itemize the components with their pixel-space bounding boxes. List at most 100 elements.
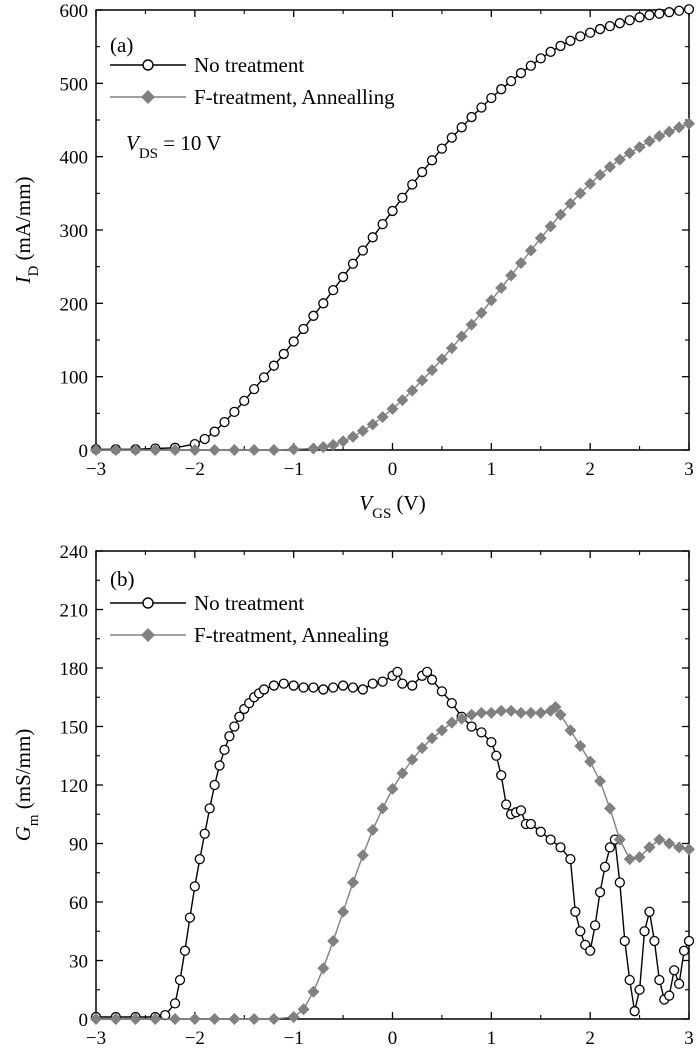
data-point <box>575 31 586 42</box>
legend-label: F-treatment, Annealing <box>194 623 389 647</box>
data-point <box>267 1013 280 1025</box>
data-point <box>455 330 468 343</box>
y-tick-label: 400 <box>60 148 89 169</box>
data-point <box>683 4 695 15</box>
y-tick-label: 210 <box>60 601 89 622</box>
data-point <box>248 1013 261 1025</box>
legend-marker <box>141 90 155 104</box>
data-point <box>585 945 596 956</box>
y-tick-label: 90 <box>69 835 88 856</box>
data-point <box>208 444 221 456</box>
y-tick-label: 0 <box>79 1010 89 1031</box>
data-point <box>386 782 399 795</box>
data-point <box>466 111 477 123</box>
panel-label: (a) <box>110 33 133 57</box>
data-point <box>624 974 635 986</box>
data-point <box>564 724 577 737</box>
data-point <box>654 8 665 19</box>
data-point <box>129 1013 142 1025</box>
x-tick-label: 3 <box>684 1028 694 1049</box>
data-point <box>174 974 186 986</box>
data-point <box>298 682 309 693</box>
data-point <box>219 744 230 756</box>
data-point <box>653 130 666 143</box>
data-point <box>318 684 329 695</box>
data-point <box>392 666 403 678</box>
legend-entry-0: No treatment <box>110 591 304 615</box>
legend-label: No treatment <box>194 591 304 615</box>
data-point <box>179 945 191 956</box>
annotation-rest: = 10 V <box>158 131 221 155</box>
y-tick-label: 0 <box>79 441 89 462</box>
y-axis-title-unit: (mS/mm) <box>11 729 35 815</box>
data-point <box>496 770 507 781</box>
data-point <box>406 384 419 397</box>
data-point <box>476 727 487 738</box>
data-point <box>629 1006 640 1017</box>
x-tick-label: −3 <box>86 459 106 480</box>
data-point <box>574 187 587 200</box>
data-point <box>416 374 429 387</box>
data-point <box>307 985 320 998</box>
y-axis-title-main: I <box>11 276 35 285</box>
data-point <box>376 802 389 815</box>
data-point <box>268 680 280 691</box>
data-point <box>387 205 398 217</box>
data-point <box>663 837 676 850</box>
data-point <box>248 444 261 456</box>
data-point <box>267 444 280 456</box>
data-point <box>623 853 636 866</box>
data-point <box>258 372 270 383</box>
data-point <box>485 294 498 307</box>
data-point <box>328 284 339 296</box>
series-0 <box>90 4 695 455</box>
data-point <box>643 841 656 854</box>
data-point <box>669 965 680 976</box>
data-point <box>288 336 299 347</box>
data-point <box>495 281 508 294</box>
data-point <box>397 678 408 689</box>
data-point <box>465 708 478 721</box>
data-point <box>268 360 280 371</box>
data-point <box>407 680 418 691</box>
data-point <box>204 803 215 814</box>
data-point <box>649 935 660 947</box>
data-point <box>346 876 359 889</box>
y-axis-title: ID (mA/mm) <box>11 176 42 284</box>
legend-marker <box>141 628 155 642</box>
data-point <box>555 842 566 853</box>
data-point <box>475 706 488 719</box>
data-point <box>397 192 408 203</box>
legend-label: No treatment <box>194 53 304 77</box>
data-point <box>495 704 508 717</box>
data-point <box>491 750 502 761</box>
data-point <box>505 269 518 282</box>
legend-label: F-treatment, Annealling <box>194 85 395 109</box>
data-point <box>436 143 448 154</box>
data-point <box>501 799 512 810</box>
data-point <box>623 147 636 159</box>
y-axis-title-unit: (mA/mm) <box>11 176 35 265</box>
data-point <box>574 740 587 752</box>
data-point <box>347 682 359 693</box>
data-point <box>639 926 650 937</box>
legend-marker <box>142 597 154 609</box>
data-point <box>678 945 690 956</box>
y-tick-label: 30 <box>69 952 88 973</box>
x-tick-label: −1 <box>284 459 304 480</box>
data-point <box>169 998 181 1009</box>
x-axis-title: VGS (V) <box>359 491 425 522</box>
data-point <box>535 826 546 837</box>
data-point <box>377 676 388 687</box>
annotation-sub: DS <box>139 146 158 162</box>
data-point <box>534 706 547 719</box>
legend-entry-1: F-treatment, Annealling <box>110 85 395 109</box>
data-point <box>624 15 635 26</box>
data-point <box>219 416 230 428</box>
data-point <box>318 298 329 309</box>
data-point <box>476 102 487 113</box>
data-point <box>229 721 240 732</box>
data-point <box>109 1013 122 1025</box>
data-point <box>664 7 675 18</box>
data-point <box>297 1003 310 1016</box>
